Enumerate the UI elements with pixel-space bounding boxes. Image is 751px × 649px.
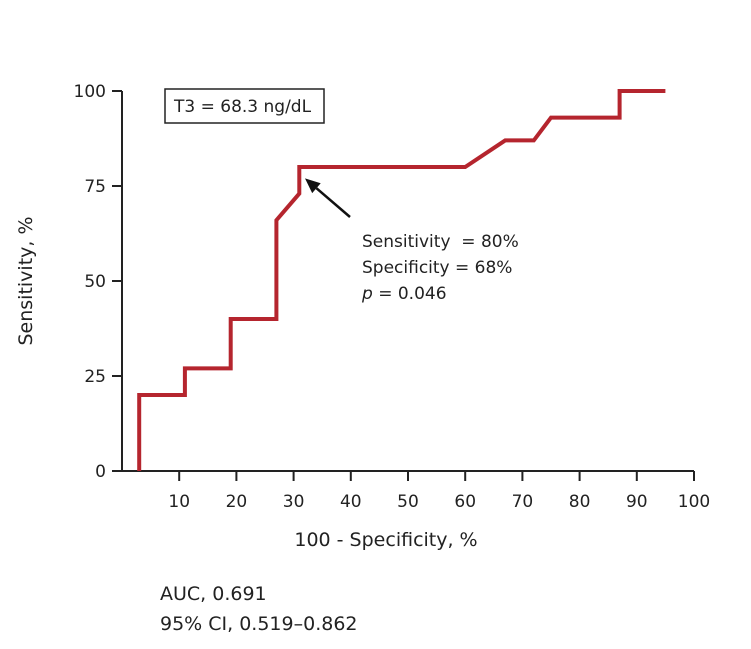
annotation: Sensitivity = 80% Specificity = 68% p = … [305, 178, 519, 304]
x-ticks: 10 20 30 40 50 60 70 80 90 100 [168, 471, 710, 512]
annotation-sensitivity: Sensitivity = 80% [362, 232, 519, 252]
x-tick-label: 70 [512, 492, 534, 512]
axes [121, 91, 694, 472]
p-value-text: = 0.046 [373, 284, 447, 304]
x-tick-label: 100 [678, 492, 710, 512]
y-tick-label: 25 [84, 367, 106, 387]
y-axis-title: Sensitivity, % [15, 216, 37, 345]
x-tick-label: 50 [397, 492, 419, 512]
x-tick-label: 20 [226, 492, 248, 512]
y-tick-label: 100 [74, 82, 106, 102]
threshold-box: T3 = 68.3 ng/dL [164, 88, 325, 124]
annotation-p-value: p = 0.046 [361, 284, 447, 304]
x-tick-label: 40 [340, 492, 362, 512]
stats-block: AUC, 0.691 95% CI, 0.519–0.862 [160, 579, 358, 639]
arrow-line [315, 187, 351, 218]
threshold-label: T3 = 68.3 ng/dL [173, 97, 312, 117]
threshold-box-border [164, 88, 325, 124]
p-symbol: p [361, 284, 373, 304]
roc-curve [137, 89, 666, 471]
series-layer [137, 89, 666, 471]
x-tick-label: 80 [569, 492, 591, 512]
annotation-specificity: Specificity = 68% [362, 258, 512, 278]
y-ticks: 0 25 50 75 100 [74, 82, 122, 482]
arrow-head [305, 178, 321, 194]
y-tick-label: 0 [95, 462, 106, 482]
y-tick-label: 75 [84, 177, 106, 197]
x-tick-label: 10 [168, 492, 190, 512]
x-tick-label: 60 [454, 492, 476, 512]
ci-value: 95% CI, 0.519–0.862 [160, 613, 358, 635]
x-tick-label: 90 [626, 492, 648, 512]
x-tick-label: 30 [283, 492, 305, 512]
y-tick-label: 50 [84, 272, 106, 292]
x-axis-title: 100 - Specificity, % [294, 529, 477, 551]
auc-value: AUC, 0.691 [160, 583, 267, 605]
